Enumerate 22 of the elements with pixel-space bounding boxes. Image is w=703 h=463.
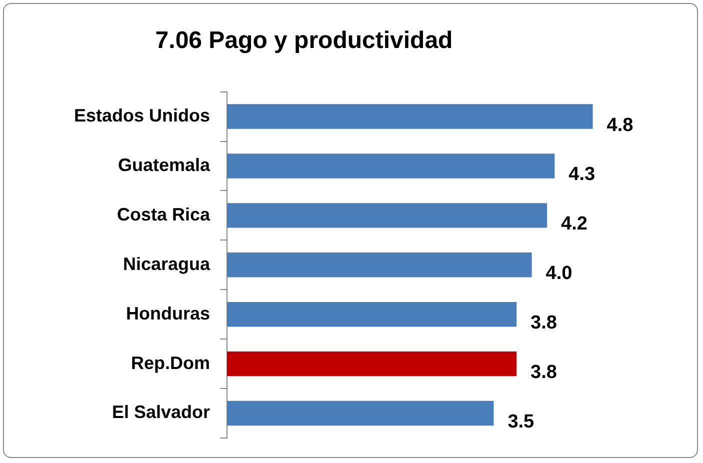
bar — [227, 203, 548, 228]
data-label: 3.8 — [530, 362, 557, 384]
data-label: 4.3 — [568, 164, 596, 186]
data-label: 4.2 — [561, 214, 588, 235]
bar — [227, 154, 555, 178]
y-tick-label: Rep.Dom — [130, 352, 210, 373]
y-tick-label: Honduras — [126, 303, 210, 324]
bar — [227, 400, 494, 426]
y-tick-label: El Salvador — [112, 402, 210, 422]
y-tick-label: Costa Rica — [116, 204, 211, 224]
y-tick-label: Nicaragua — [122, 254, 211, 274]
data-label: 4.0 — [546, 263, 572, 284]
bar — [227, 302, 517, 327]
y-tick-label: Guatemala — [118, 154, 211, 175]
y-tick-label: Estados Unidos — [74, 105, 210, 126]
data-label: 3.8 — [530, 312, 557, 334]
chart-title: 7.06 Pago y productividad — [155, 27, 453, 54]
bar — [227, 104, 593, 129]
bar — [227, 252, 532, 278]
data-label: 3.5 — [508, 412, 535, 433]
bar — [227, 351, 517, 376]
data-label: 4.8 — [606, 114, 634, 136]
